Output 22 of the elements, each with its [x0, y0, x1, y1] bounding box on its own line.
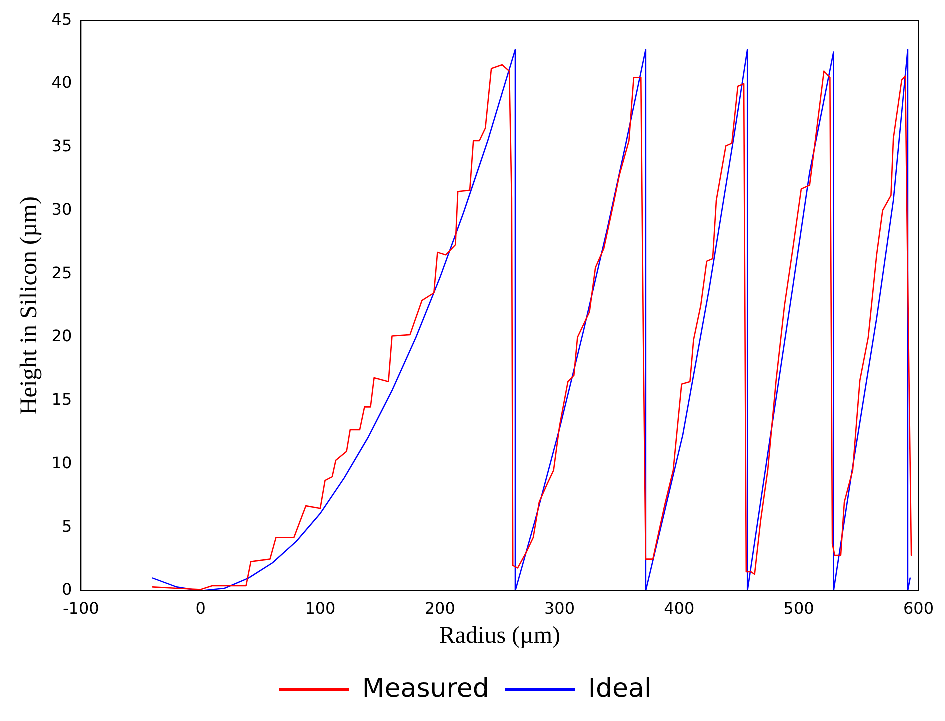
- x-tick-label: 400: [664, 598, 695, 618]
- y-tick-label: 35: [52, 136, 72, 156]
- y-tick-label: 45: [52, 10, 72, 29]
- x-tick-label: 200: [424, 598, 456, 618]
- y-tick-label: 25: [52, 263, 72, 282]
- x-tick-label: 100: [305, 598, 336, 618]
- legend-label: Ideal: [588, 674, 652, 704]
- x-tick-label: -100: [63, 598, 100, 618]
- legend-label: Measured: [362, 674, 490, 704]
- y-tick-label: 30: [52, 200, 72, 219]
- y-tick-label: 5: [62, 516, 72, 536]
- y-tick-label: 40: [52, 73, 72, 92]
- y-axis-title: Height in Silicon (µm): [16, 196, 43, 416]
- x-tick-label: 300: [544, 598, 576, 618]
- x-axis-title: Radius (µm): [439, 622, 561, 649]
- y-tick-label: 20: [52, 326, 72, 346]
- x-tick-label: 600: [903, 598, 934, 618]
- y-tick-label: 15: [52, 390, 72, 410]
- x-tick-label: 0: [196, 598, 206, 618]
- x-tick-label: 500: [784, 598, 814, 618]
- y-tick-label: 0: [62, 580, 72, 600]
- y-tick-label: 10: [52, 453, 72, 472]
